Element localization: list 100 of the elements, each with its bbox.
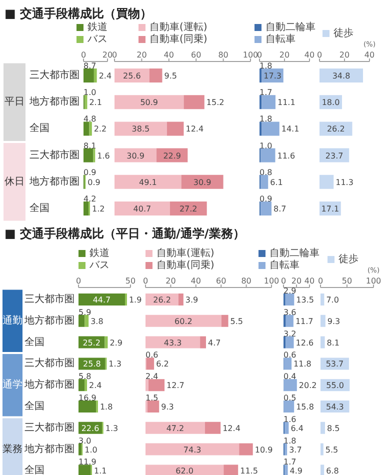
bar xyxy=(114,148,157,162)
x-tick-label: 0 xyxy=(280,276,286,286)
data-label: 0.8 xyxy=(260,168,272,177)
data-label: 2.4 xyxy=(98,72,112,80)
bar xyxy=(260,174,268,189)
bar xyxy=(320,174,334,189)
data-label: 9.3 xyxy=(327,316,340,326)
bar xyxy=(84,95,88,110)
y-tick-label: 地方都市圏 xyxy=(28,96,80,108)
data-label: 12.7 xyxy=(166,381,184,390)
x-tick-label: 60 xyxy=(216,276,226,286)
data-label: 25.6 xyxy=(123,72,141,80)
data-label: 0.9 xyxy=(84,168,96,177)
bar xyxy=(221,314,228,327)
x-tick-label: 100 xyxy=(366,276,382,286)
data-label: 22.6 xyxy=(81,424,100,433)
data-label: 2.9 xyxy=(284,286,296,296)
data-label: 17.1 xyxy=(321,204,340,214)
x-tick-label: 50 xyxy=(342,276,352,286)
bar xyxy=(147,400,160,412)
bar xyxy=(146,336,200,348)
data-label: 3.9 xyxy=(185,296,198,304)
bar xyxy=(286,336,294,348)
bar xyxy=(239,443,253,456)
y-tick-label: 地方都市圏 xyxy=(28,175,80,188)
data-label: 60.2 xyxy=(174,316,192,326)
data-label: 0.6 xyxy=(146,350,158,360)
x-tick-label: 40 xyxy=(304,276,315,286)
data-label: 11.8 xyxy=(294,360,312,369)
data-label: 4.8 xyxy=(84,114,96,124)
data-label: 1.1 xyxy=(94,466,107,475)
x-tick-label: 0 xyxy=(112,50,118,60)
data-label: 3.7 xyxy=(289,445,302,454)
x-tick-label: 50 xyxy=(125,276,136,286)
data-label: 1.8 xyxy=(284,436,296,446)
y-tick-label: 三大都市圏 xyxy=(30,69,80,81)
data-label: 14.1 xyxy=(281,124,300,134)
bar xyxy=(262,122,280,136)
data-label: 5.8 xyxy=(78,372,92,382)
data-label: 2.4 xyxy=(89,381,102,390)
data-label: 1.7 xyxy=(284,458,296,467)
data-label: 11.7 xyxy=(295,316,314,326)
bar xyxy=(84,148,94,162)
bar xyxy=(284,358,292,370)
data-label: 12.4 xyxy=(222,424,240,433)
data-label: 1.8 xyxy=(260,62,272,70)
legend-label: 自動車(同乗) xyxy=(150,33,208,45)
data-label: 38.5 xyxy=(132,124,150,134)
data-label: 30.9 xyxy=(193,178,212,187)
data-label: 3.8 xyxy=(90,316,104,326)
data-label: 1.8 xyxy=(100,402,113,412)
data-label: 55.0 xyxy=(326,381,344,390)
data-label: 0.4 xyxy=(284,372,296,382)
data-label: 47.2 xyxy=(166,424,184,433)
bar xyxy=(114,95,184,110)
bar xyxy=(148,379,165,392)
x-tick-label: 40 xyxy=(190,276,201,286)
bar xyxy=(114,202,170,216)
y-tick-label: 全国 xyxy=(24,336,44,348)
data-label: 2.4 xyxy=(146,372,158,382)
data-label: 11.9 xyxy=(78,458,96,467)
x-tick-label: 0 xyxy=(76,276,82,286)
bar xyxy=(146,422,205,434)
legend-label: 自動二輪車 xyxy=(270,247,320,259)
data-label: 3.0 xyxy=(78,436,92,446)
bar xyxy=(284,400,294,412)
legend-label: 徒歩 xyxy=(338,253,358,265)
data-label: 44.7 xyxy=(92,296,111,304)
data-label: 1.0 xyxy=(260,141,272,150)
data-label: 18.0 xyxy=(322,98,340,108)
data-label: 4.7 xyxy=(208,338,221,348)
x-tick-label: 40 xyxy=(304,50,315,60)
legend-label: 自転車 xyxy=(270,259,300,271)
bar xyxy=(262,95,276,110)
bar xyxy=(320,68,363,82)
y-tick-label: 全国 xyxy=(30,122,50,134)
bar xyxy=(114,122,167,136)
data-label: 8.1 xyxy=(326,338,340,348)
data-label: 10.9 xyxy=(254,445,273,454)
bar xyxy=(149,68,162,82)
data-label: 30.9 xyxy=(126,151,144,160)
x-tick-label: 0 xyxy=(318,276,324,286)
data-label: 26.2 xyxy=(153,296,171,304)
bar xyxy=(181,174,224,189)
y-tick-label: 地方都市圏 xyxy=(24,314,74,326)
legend-label: 自転車 xyxy=(266,33,296,45)
bar xyxy=(284,422,289,434)
data-label: 62.0 xyxy=(176,466,194,475)
bar xyxy=(78,314,85,327)
bar xyxy=(284,379,297,392)
bar xyxy=(84,122,90,136)
bar xyxy=(320,294,324,306)
x-tick-label: 20 xyxy=(136,50,147,60)
x-tick-label: 0 xyxy=(80,50,86,60)
bar xyxy=(84,202,89,216)
x-tick-label: 0 xyxy=(316,50,322,60)
bar xyxy=(200,336,206,348)
legend-label: 自動二輪車 xyxy=(266,21,316,33)
chart-title: ■ 交通手段構成比（平日・通勤/通学/業務） xyxy=(4,226,245,240)
data-label: 4.9 xyxy=(290,466,303,475)
